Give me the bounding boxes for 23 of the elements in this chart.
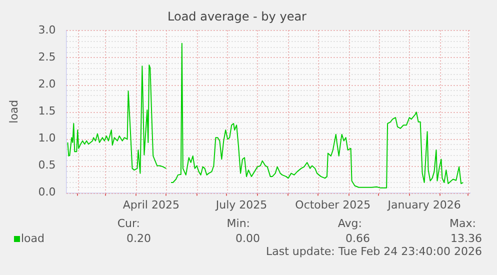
legend-label: load xyxy=(21,232,45,245)
x-tick-label: January 2026 xyxy=(386,198,461,212)
text: 0.66 xyxy=(346,232,370,245)
text: Min: xyxy=(226,217,250,230)
text: 0.00 xyxy=(236,232,260,245)
y-tick-label: 2.0 xyxy=(38,77,56,90)
y-tick-label: 1.5 xyxy=(38,104,56,118)
y-tick-label: 2.5 xyxy=(38,50,56,64)
x-tick-label: October 2025 xyxy=(295,198,371,212)
y-axis-title: load xyxy=(7,100,20,124)
y-tick-label: 1.0 xyxy=(38,132,56,145)
text: Last update: Tue Feb 24 23:40:00 2026 xyxy=(266,245,482,258)
text: 13.36 xyxy=(450,232,482,245)
x-tick-label: April 2025 xyxy=(122,198,180,212)
y-tick-label: 0.5 xyxy=(38,158,56,172)
text: Max: xyxy=(450,217,476,230)
x-tick-label: July 2025 xyxy=(214,198,268,212)
y-tick-label: 3.0 xyxy=(38,23,56,36)
text: Cur: xyxy=(117,217,140,230)
text: 0.20 xyxy=(126,232,151,245)
text: Avg: xyxy=(338,217,362,230)
y-tick-label: 0.0 xyxy=(38,186,56,199)
chart-title: Load average - by year xyxy=(168,9,307,24)
